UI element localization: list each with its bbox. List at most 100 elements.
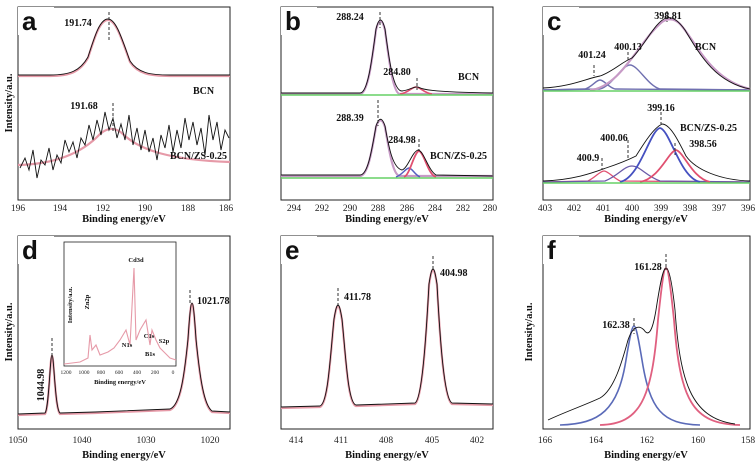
- panel-b-tick: 294: [287, 204, 302, 214]
- panel-f-frame: [542, 235, 751, 430]
- panel-f-tick: 160: [691, 436, 706, 446]
- panel-c-series-label-2: BCN/ZS-0.25: [680, 123, 737, 134]
- panel-c-peak-label-5: 400.06: [600, 133, 628, 144]
- panel-c-bcn-c1: [589, 18, 751, 92]
- panel-c-bcn-c2: [542, 64, 751, 91]
- panel-f-tick: 164: [589, 436, 604, 446]
- panel-a-tick: 192: [96, 204, 111, 214]
- panel-d-inset: Zn2p Cd3d N1s C1s S2p B1s Intensity/a.u.…: [61, 241, 177, 386]
- panel-d-inset-spectrum: [63, 267, 177, 365]
- panel-c-tick: 400: [625, 204, 640, 214]
- panel-c-zs-data: [542, 123, 751, 182]
- panel-c-zs-c1: [619, 127, 701, 183]
- panel-a-series-label: BCN: [193, 86, 215, 97]
- panel-a-ticks: 196 194 192 190 188 186: [11, 204, 234, 214]
- panel-b-tick: 288: [371, 204, 386, 214]
- panel-c-tick: 402: [567, 204, 582, 214]
- panel-a: a Intensity/a.u. Binding energy/eV 196 1…: [4, 6, 233, 225]
- panel-c-zs-c4: [542, 170, 751, 183]
- panel-d-ticks: 1050 1040 1030 1020: [9, 436, 220, 446]
- panel-e-fit: [280, 268, 494, 410]
- panel-f-c1: [599, 267, 741, 426]
- panel-f-ticks: 166 164 162 160 158: [538, 436, 756, 446]
- panel-d-tick: 1020: [201, 436, 220, 446]
- panel-c-tick: 403: [538, 204, 553, 214]
- panel-e-xlabel: Binding energy/eV: [345, 450, 429, 461]
- panel-a-letter-bg: [18, 7, 54, 35]
- panel-e-peak-label-2: 404.98: [440, 268, 468, 279]
- panel-c-frame: [542, 6, 751, 201]
- panel-e-peak-label: 411.78: [344, 292, 371, 303]
- panel-c-tick: 397: [712, 204, 727, 214]
- panel-c-bcn-data: [542, 17, 751, 90]
- panel-a-peak-label-2: 191.68: [70, 101, 98, 112]
- panel-f: f Intensity/a.u. Binding energy/eV 166 1…: [524, 235, 755, 461]
- panel-e-tick: 411: [334, 436, 348, 446]
- panel-d-inset-label: Cd3d: [128, 257, 144, 264]
- panel-a-series-label-2: BCN/ZS-0.25: [170, 151, 227, 162]
- panel-b-zs-c3: [403, 150, 437, 178]
- panel-e-frame: [280, 235, 494, 430]
- panel-c-zs-c3: [542, 165, 751, 183]
- panel-a-letter: a: [22, 6, 37, 36]
- panel-e-tick: 414: [289, 436, 304, 446]
- panel-c-zs-c2: [639, 149, 711, 183]
- panel-e: e Binding energy/eV 414 411 408 405 402 …: [280, 235, 494, 461]
- panel-e-letter-bg: [281, 236, 317, 264]
- panel-b-series-label: BCN: [458, 72, 480, 83]
- panel-d-inset-tick: 0: [172, 370, 175, 376]
- panel-d-peak-label-2: 1021.78: [197, 296, 230, 307]
- panel-f-ylabel: Intensity/a.u.: [524, 302, 535, 361]
- panel-f-tick: 166: [538, 436, 553, 446]
- panel-d-peak-label: 1044.98: [36, 369, 47, 402]
- panel-b-tick: 284: [428, 204, 443, 214]
- panel-b-tick: 290: [343, 204, 358, 214]
- panel-d-inset-xlabel: Binding energy/eV: [94, 379, 146, 386]
- panel-d-inset-ylabel: Intensity/a.u.: [67, 286, 74, 323]
- panel-b-bcn-data: [281, 19, 494, 94]
- panel-f-tick: 158: [741, 436, 756, 446]
- panel-a-bcn-data: [18, 18, 230, 76]
- panel-a-tick: 188: [181, 204, 196, 214]
- panel-d-inset-tick: 400: [133, 370, 142, 376]
- panel-a-frame: [17, 6, 231, 201]
- panel-b-xlabel: Binding energy/eV: [345, 214, 429, 225]
- panel-b-series-label-2: BCN/ZS-0.25: [430, 151, 487, 162]
- panel-d-xlabel: Binding energy/eV: [82, 450, 166, 461]
- panel-d-inset-label: N1s: [122, 342, 133, 349]
- panel-d-inset-frame: [63, 241, 177, 367]
- panel-d-frame: [17, 235, 231, 430]
- panel-b-frame: [280, 6, 494, 201]
- panel-f-peak-label-2: 162.38: [602, 320, 630, 331]
- panel-d-inset-tick: 1000: [79, 370, 90, 376]
- panel-c-series-label: BCN: [695, 42, 717, 53]
- panel-b-zs-c1: [281, 119, 493, 178]
- panel-b-peak-label-2: 284.80: [383, 67, 411, 78]
- panel-c-tick: 399: [654, 204, 669, 214]
- panel-c-letter: c: [547, 6, 561, 36]
- panel-b-tick: 286: [400, 204, 415, 214]
- panel-a-zs-data: [19, 111, 230, 179]
- panel-c-bcn-c3: [542, 79, 751, 91]
- panel-a-xlabel: Binding energy/eV: [82, 214, 166, 225]
- panel-c-tick: 398: [683, 204, 698, 214]
- panel-d-tick: 1030: [137, 436, 156, 446]
- panel-b: b Binding energy/eV 294 292 290 288 286 …: [280, 6, 498, 225]
- panel-c-peak-label-6: 400.9: [577, 153, 600, 164]
- panel-c-ticks: 403 402 401 400 399 398 397 396: [538, 204, 756, 214]
- panel-f-xlabel: Binding energy/eV: [604, 450, 688, 461]
- panel-a-peak-label: 191.74: [64, 18, 92, 29]
- panel-b-letter: b: [285, 6, 301, 36]
- panel-f-data: [547, 267, 736, 425]
- panel-d-inset-label: Zn2p: [84, 294, 91, 309]
- panel-e-tick: 402: [470, 436, 485, 446]
- panel-c-tick: 396: [741, 204, 756, 214]
- panel-d-inset-label: B1s: [145, 351, 156, 358]
- panel-d-ylabel: Intensity/a.u.: [4, 302, 15, 361]
- panel-b-ticks: 294 292 290 288 286 284 282 280: [287, 204, 498, 214]
- panel-b-peak-label-4: 284.98: [388, 135, 416, 146]
- panel-a-ylabel: Intensity/a.u.: [4, 73, 15, 132]
- panel-b-peak-label: 288.24: [336, 12, 364, 23]
- panel-a-tick: 196: [11, 204, 26, 214]
